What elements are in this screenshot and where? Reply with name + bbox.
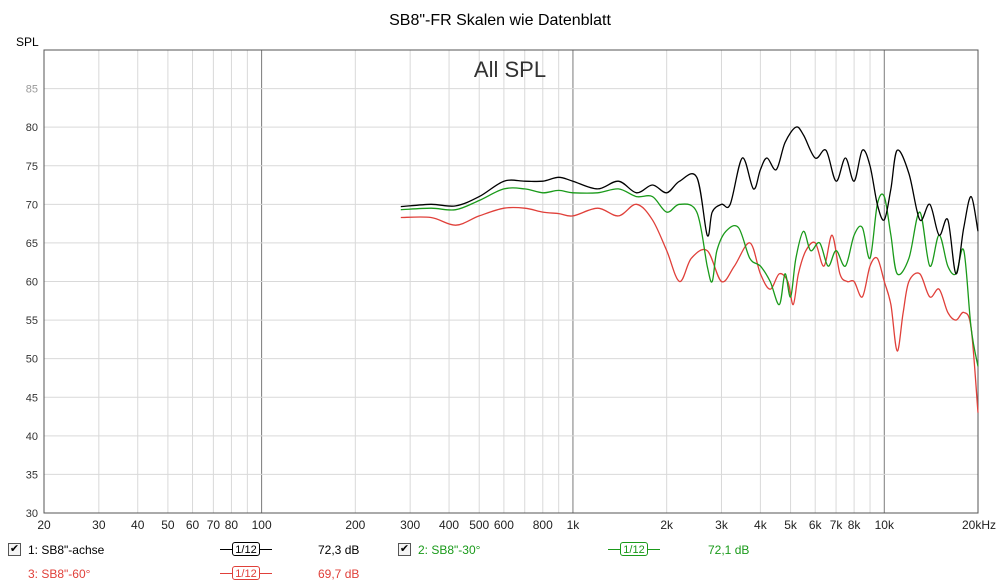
chart-title: SB8"-FR Skalen wie Datenblatt — [389, 12, 611, 29]
series-2-label: 2: SB8"-30° — [418, 543, 481, 557]
y-tick-label: 45 — [26, 392, 38, 404]
series-2-smoothing-value: 1/12 — [620, 542, 648, 556]
x-tick-label: 20 — [37, 518, 51, 532]
x-tick-label: 40 — [131, 518, 145, 532]
x-tick-label: 600 — [494, 518, 514, 532]
y-tick-label: 70 — [26, 199, 38, 211]
series-line — [400, 126, 979, 275]
legend-row-2: 3: SB8"-60° 1/12 69,7 dB — [0, 566, 1000, 588]
series-line — [400, 203, 979, 413]
y-tick-label: 80 — [26, 122, 38, 134]
x-tick-label: 30 — [92, 518, 106, 532]
grid — [43, 49, 979, 514]
series-1-smoothing[interactable]: 1/12 — [220, 542, 272, 556]
x-tick-label: 70 — [207, 518, 221, 532]
x-tick-label: 60 — [186, 518, 200, 532]
series-line — [400, 187, 979, 367]
x-tick-label: 4k — [754, 518, 768, 532]
series-3-smoothing-value: 1/12 — [232, 566, 260, 580]
x-tick-label: 300 — [400, 518, 420, 532]
x-tick-label: 10k — [875, 518, 895, 532]
series-3-level: 69,7 dB — [318, 567, 360, 581]
series-2-level: 72,1 dB — [708, 543, 750, 557]
series-1-checkbox[interactable]: ✔ — [8, 543, 21, 556]
x-tick-label: 80 — [225, 518, 239, 532]
series-1-smoothing-value: 1/12 — [232, 542, 260, 556]
x-tick-label: 50 — [161, 518, 175, 532]
y-tick-label: 85 — [26, 84, 38, 96]
x-tick-label: 3k — [715, 518, 729, 532]
series-1-level: 72,3 dB — [318, 543, 360, 557]
x-tick-label: 7k — [830, 518, 844, 532]
series-1-label: 1: SB8"-achse — [28, 543, 105, 557]
x-tick-label: 400 — [439, 518, 459, 532]
y-axis-label: SPL — [16, 35, 39, 49]
x-tick-label: 2k — [660, 518, 674, 532]
x-tick-label: 1k — [567, 518, 581, 532]
y-tick-label: 40 — [26, 431, 38, 443]
series-lines — [400, 126, 979, 413]
x-tick-labels: 20 30 40 50 60 70 80 100 200 300 400 500 600 800 1k 2k 3… — [37, 518, 996, 532]
overlay-title: All SPL — [474, 57, 546, 82]
y-tick-labels: 30 35 40 45 50 55 60 65 70 75 80 85 — [26, 84, 38, 520]
y-tick-label: 75 — [26, 161, 38, 173]
series-3-label[interactable]: 3: SB8"-60° — [28, 567, 91, 581]
y-tick-label: 65 — [26, 238, 38, 250]
x-tick-label: 6k — [809, 518, 823, 532]
x-tick-label: 500 — [469, 518, 489, 532]
x-tick-label: 8k — [848, 518, 862, 532]
plot-frame — [43, 49, 979, 514]
series-2-smoothing[interactable]: 1/12 — [608, 542, 660, 556]
x-tick-label: 5k — [784, 518, 798, 532]
legend-row-1: ✔ 1: SB8"-achse 1/12 72,3 dB ✔ 2: SB8"-3… — [0, 542, 1000, 564]
y-tick-label: 50 — [26, 354, 38, 366]
x-tick-label: 100 — [252, 518, 272, 532]
x-tick-label: 800 — [533, 518, 553, 532]
y-tick-label: 60 — [26, 277, 38, 289]
x-tick-label: 20kHz — [962, 518, 996, 532]
y-tick-label: 30 — [26, 508, 38, 520]
y-tick-label: 55 — [26, 315, 38, 327]
series-2-checkbox[interactable]: ✔ — [398, 543, 411, 556]
series-3-smoothing[interactable]: 1/12 — [220, 566, 272, 580]
x-tick-label: 200 — [345, 518, 365, 532]
y-tick-label: 35 — [26, 469, 38, 481]
